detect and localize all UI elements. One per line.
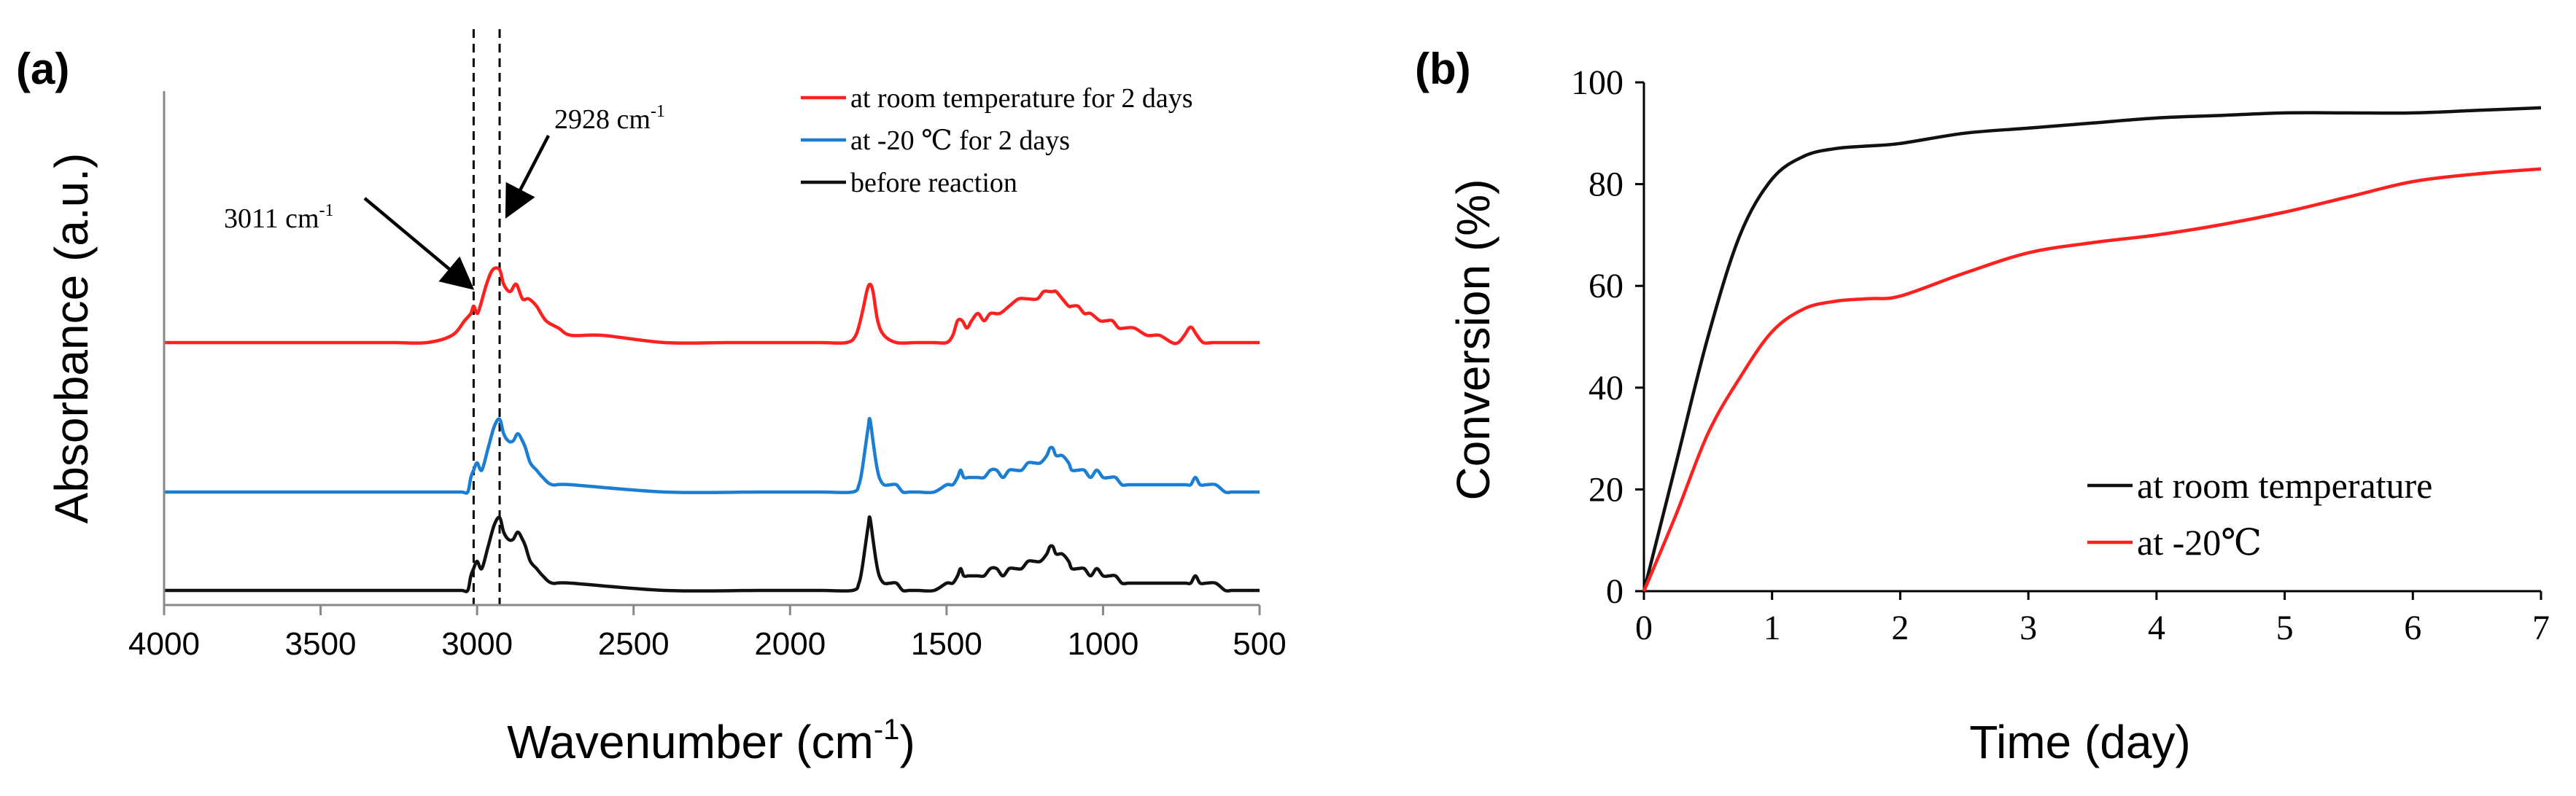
x-tick-label: 7 [2532, 609, 2550, 647]
legend-label-1: at -20 ℃ for 2 days [850, 125, 1070, 156]
panel-a-label: (a) [16, 44, 69, 93]
panel-b-legend: at room temperature at -20℃ [2087, 465, 2432, 563]
annotation-arrow-3011 [363, 197, 475, 290]
panel-b-x-axis-label: Time (day) [1969, 716, 2190, 768]
annotation-3011: 3011 cm-1 [224, 201, 334, 234]
spectrum-line-2 [164, 515, 1260, 593]
x-tick-label: 2000 [754, 626, 826, 662]
panel-b-ticks: 0 20 40 60 80 100 0 1 2 3 4 5 6 7 [1571, 63, 2550, 647]
x-tick-label: 5 [2276, 609, 2294, 647]
panel-a-y-axis-label: Absorbance (a.u.) [45, 153, 98, 524]
x-tick-label: 2500 [598, 626, 670, 662]
y-tick-label: 0 [1606, 572, 1623, 611]
y-tick-label: 60 [1588, 267, 1623, 305]
annotation-2928: 2928 cm-1 [554, 102, 665, 135]
x-tick-label: 3000 [441, 626, 513, 662]
legend-label-1: at -20℃ [2137, 522, 2262, 563]
x-tick-label: 1 [1764, 609, 1781, 647]
annotation-arrow-2928 [505, 134, 550, 219]
x-tick-label: 4 [2148, 609, 2165, 647]
x-tick-label: 3500 [285, 626, 357, 662]
x-tick-label: 2 [1891, 609, 1909, 647]
spectrum-line-0 [164, 266, 1260, 346]
reference-lines [472, 29, 501, 605]
x-tick-label: 3 [2020, 609, 2037, 647]
y-tick-label: 20 [1588, 470, 1623, 509]
spectrum-line-1 [163, 416, 1260, 495]
panel-a-ftir-spectra: (a) 4000 3500 3000 2500 2000 1500 1000 500 Abso… [16, 29, 1287, 768]
x-tick-label: 500 [1233, 626, 1286, 662]
x-tick-label: 0 [1635, 609, 1653, 647]
x-tick-label: 1000 [1067, 626, 1138, 662]
panel-a-legend: at room temperature for 2 days at -20 ℃ f… [801, 83, 1193, 198]
panel-b-y-axis-label: Conversion (%) [1447, 179, 1500, 500]
spectra-series [163, 266, 1260, 593]
peak-annotations: 3011 cm-1 2928 cm-1 [224, 102, 665, 290]
panel-a-x-ticks: 4000 3500 3000 2500 2000 1500 1000 500 [128, 605, 1287, 662]
y-tick-label: 100 [1571, 63, 1623, 102]
y-tick-label: 80 [1588, 165, 1623, 204]
conversion-line-0 [1642, 106, 2542, 592]
legend-label-0: at room temperature for 2 days [850, 83, 1193, 114]
panel-b-label: (b) [1415, 44, 1471, 93]
panel-b-axes [1642, 82, 2541, 593]
legend-label-2: before reaction [850, 168, 1017, 198]
y-tick-label: 40 [1588, 369, 1623, 407]
legend-label-0: at room temperature [2137, 465, 2432, 506]
x-tick-label: 6 [2404, 609, 2421, 647]
x-tick-label: 1500 [911, 626, 982, 662]
panel-a-x-axis-label: Wavenumber (cm-1) [507, 714, 915, 768]
x-tick-label: 4000 [128, 626, 200, 662]
conversion-series [1642, 106, 2542, 592]
conversion-line-1 [1642, 167, 2542, 592]
panel-a-axes [163, 91, 1260, 606]
